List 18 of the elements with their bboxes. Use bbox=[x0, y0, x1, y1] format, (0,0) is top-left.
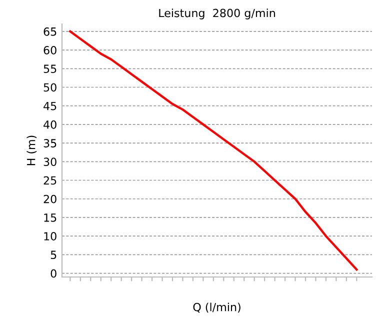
y-tick-label: 10 bbox=[44, 232, 56, 240]
y-tick-label: 55 bbox=[44, 64, 56, 74]
y-tick-label: 30 bbox=[44, 158, 56, 166]
y-tick-label: 15 bbox=[44, 214, 56, 222]
y-tick-label: 50 bbox=[44, 83, 56, 92]
y-tick-label: 25 bbox=[44, 176, 56, 185]
y-tick-label: 5 bbox=[50, 250, 56, 260]
x-axis-title: Q (l/min) bbox=[193, 302, 240, 313]
y-tick-label: 40 bbox=[44, 120, 56, 129]
y-tick-label: 60 bbox=[44, 46, 56, 54]
y-tick-label: 65 bbox=[44, 27, 56, 36]
chart-title: Leistung 2800 g/min bbox=[159, 8, 275, 20]
y-axis-title: H (m) bbox=[26, 136, 37, 166]
y-tick-label: 45 bbox=[44, 102, 56, 110]
y-tick-label: 20 bbox=[44, 194, 56, 204]
line-series bbox=[69, 30, 358, 271]
y-tick-label: 0 bbox=[50, 269, 56, 278]
y-tick-label: 35 bbox=[44, 139, 56, 148]
